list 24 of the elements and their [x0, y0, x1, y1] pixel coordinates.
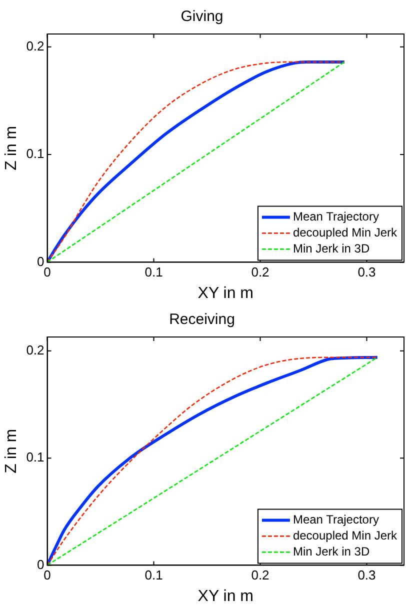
y-tick-label: 0.2	[26, 38, 44, 54]
y-tick-label: 0.1	[26, 146, 44, 162]
legend-label: decoupled Min Jerk	[292, 226, 398, 240]
y-axis-title: Z in m	[3, 126, 20, 170]
legend-label: decoupled Min Jerk	[292, 528, 398, 543]
x-tick-label: 0.3	[358, 568, 376, 583]
chart-title: Giving	[180, 8, 224, 26]
x-tick-label: 0.1	[144, 568, 163, 583]
y-axis-title: Z in m	[3, 428, 20, 474]
legend-label: Mean Trajectory	[292, 210, 379, 224]
legend-label: Min Jerk in 3D	[292, 242, 370, 256]
y-tick-label: 0	[37, 556, 44, 572]
x-tick-label: 0.2	[251, 264, 270, 280]
y-tick-label: 0.1	[26, 450, 44, 465]
y-tick-label: 0	[37, 254, 44, 269]
x-axis-title: XY in m	[198, 588, 254, 605]
x-tick-label: 0.1	[144, 264, 163, 280]
y-tick-label: 0.2	[26, 342, 44, 358]
legend-label: Min Jerk in 3D	[292, 544, 370, 559]
x-axis-title: XY in m	[198, 284, 254, 302]
chart-title: Receiving	[169, 311, 235, 328]
legend-label: Mean Trajectory	[292, 512, 379, 527]
x-tick-label: 0.2	[251, 568, 270, 583]
x-tick-label: 0.3	[358, 264, 376, 280]
